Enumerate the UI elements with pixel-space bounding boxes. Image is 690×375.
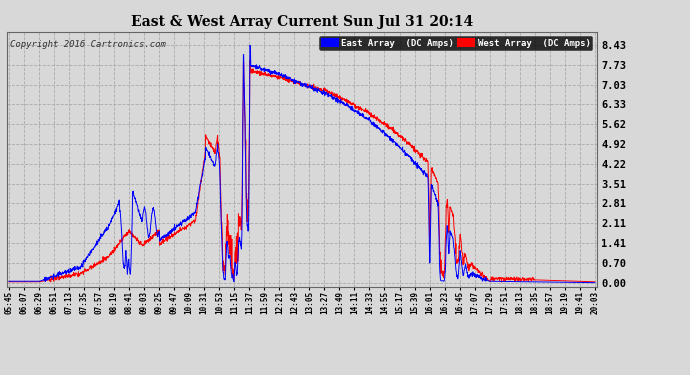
Text: Copyright 2016 Cartronics.com: Copyright 2016 Cartronics.com bbox=[10, 39, 166, 48]
Legend: East Array  (DC Amps), West Array  (DC Amps): East Array (DC Amps), West Array (DC Amp… bbox=[319, 36, 592, 50]
Title: East & West Array Current Sun Jul 31 20:14: East & West Array Current Sun Jul 31 20:… bbox=[130, 15, 473, 29]
